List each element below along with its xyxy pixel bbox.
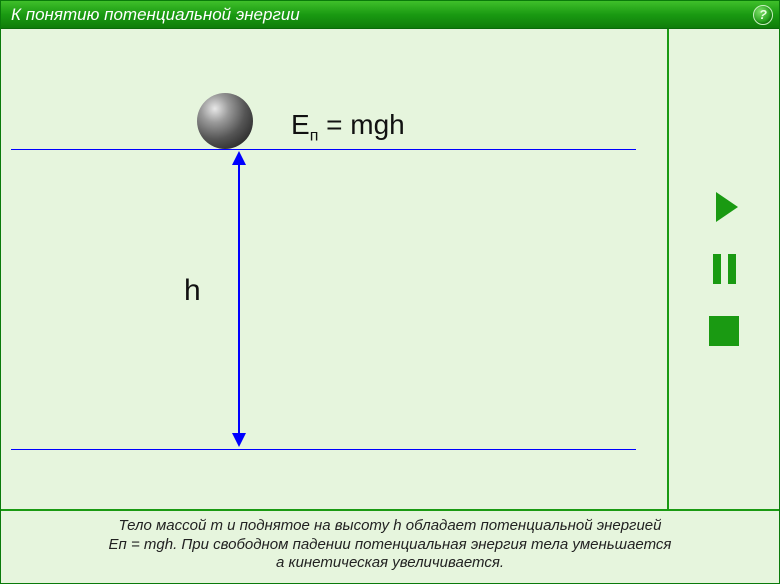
diagram-canvas: Eп = mgh h xyxy=(1,29,669,509)
height-arrow-head-down-icon xyxy=(232,433,246,447)
help-icon: ? xyxy=(759,7,767,22)
caption-line-1: Тело массой m и поднятое на высоту h обл… xyxy=(13,517,767,536)
caption-text: Тело массой m и поднятое на высоту h обл… xyxy=(1,509,779,583)
potential-energy-formula: Eп = mgh xyxy=(291,109,405,146)
height-label: h xyxy=(184,274,201,308)
caption-line-3: а кинетическая увеличивается. xyxy=(13,554,767,573)
upper-reference-line xyxy=(11,149,636,150)
play-button[interactable] xyxy=(707,190,741,224)
play-icon xyxy=(716,192,738,222)
stop-icon xyxy=(709,316,739,346)
pause-button[interactable] xyxy=(707,252,741,286)
help-button[interactable]: ? xyxy=(753,5,773,25)
formula-rest: = mgh xyxy=(318,109,404,140)
content-area: Eп = mgh h xyxy=(1,29,779,509)
height-arrow-head-up-icon xyxy=(232,151,246,165)
window-title: К понятию потенциальной энергии xyxy=(11,5,753,25)
ball-mass-icon xyxy=(197,93,253,149)
titlebar: К понятию потенциальной энергии ? xyxy=(1,1,779,29)
pause-icon xyxy=(713,254,736,284)
app-window: К понятию потенциальной энергии ? Eп = m… xyxy=(0,0,780,584)
caption-line-2: Eп = mgh. При свободном падении потенциа… xyxy=(13,536,767,555)
stop-button[interactable] xyxy=(707,314,741,348)
lower-reference-line xyxy=(11,449,636,450)
playback-controls xyxy=(669,29,779,509)
formula-E: E xyxy=(291,109,310,140)
height-arrow-shaft xyxy=(238,153,240,445)
